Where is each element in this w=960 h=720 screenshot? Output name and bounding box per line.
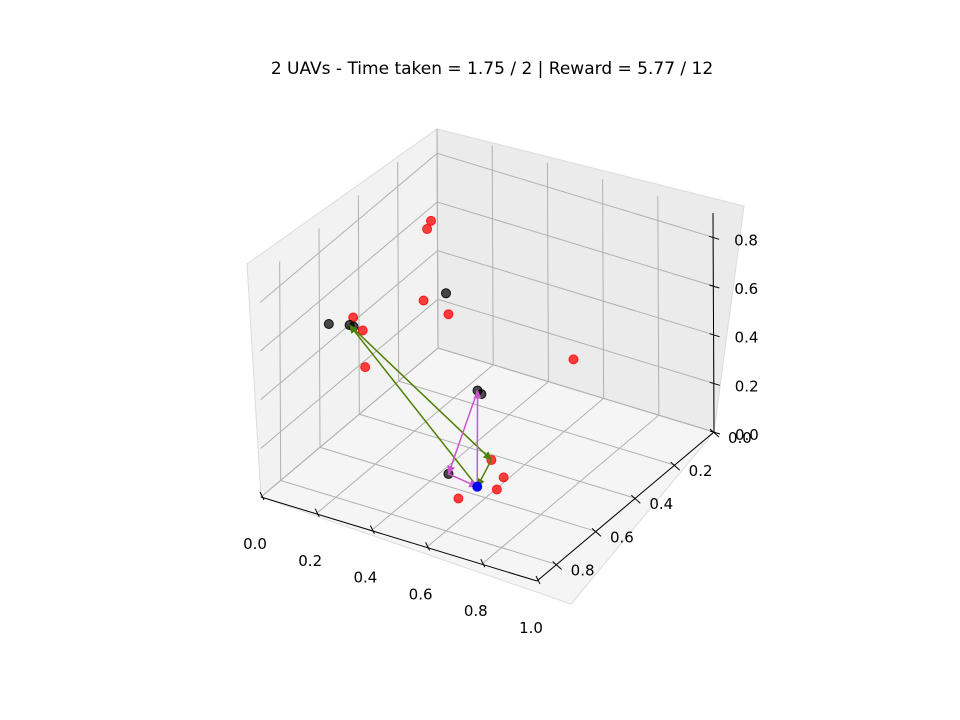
z-tick-label: 0.2 <box>735 377 759 395</box>
uav1-route-segment <box>349 324 493 461</box>
uav1-route-segment <box>476 459 493 488</box>
y-tick-label: 0.4 <box>649 495 673 513</box>
z-tick-mark <box>709 333 720 338</box>
z-grid-line <box>259 152 714 303</box>
target-point <box>498 472 509 483</box>
z-tick-mark <box>709 430 721 435</box>
z-grid-line <box>260 250 714 401</box>
y-tick-label: 0.0 <box>728 429 752 447</box>
x-tick-label: 0.4 <box>353 569 377 587</box>
chart-title: 2 UAVs - Time taken = 1.75 / 2 | Reward … <box>271 59 713 79</box>
target-point <box>426 215 437 226</box>
x-tick-label: 1.0 <box>519 619 543 637</box>
x-tick-mark <box>314 508 320 518</box>
x-tick-label: 0.6 <box>409 585 433 603</box>
x-tick-label: 0.2 <box>298 552 322 570</box>
target-point <box>357 325 368 336</box>
z-grid-line <box>260 201 714 352</box>
z-tick-label: 0.8 <box>734 231 758 249</box>
target-point <box>568 354 579 365</box>
y-tick-mark <box>552 561 562 570</box>
z-tick-mark <box>709 381 720 386</box>
z-tick-mark <box>709 284 720 289</box>
target-point <box>360 362 371 373</box>
x-tick-mark <box>259 491 265 501</box>
target-point <box>453 493 464 504</box>
x-tick-mark <box>425 542 431 551</box>
x-tick-mark <box>535 575 541 585</box>
y-tick-mark <box>709 428 720 438</box>
visited-point <box>440 288 451 299</box>
x-tick-mark <box>480 558 486 568</box>
z-grid-line <box>260 347 715 498</box>
y-tick-label: 0.2 <box>689 462 713 480</box>
z-tick-label: 0.4 <box>735 329 759 347</box>
x-axis-line <box>260 496 538 582</box>
visited-point <box>323 318 334 329</box>
data-layer <box>323 215 579 504</box>
y-axis-line <box>536 431 715 582</box>
x-tick-label: 0.0 <box>243 535 267 553</box>
uav2-route-segment <box>448 473 479 488</box>
uav1-route-segment <box>348 324 478 488</box>
target-point <box>422 224 433 235</box>
y-tick-mark <box>631 494 641 504</box>
uav2-route-segment <box>447 390 479 475</box>
z-tick-mark <box>708 235 720 240</box>
y-tick-mark <box>591 527 602 537</box>
axes: 0.0 0.2 0.4 0.6 0.8 1.0 0.0 0.2 0.4 0.6 0.8 0.0 0.2 0… <box>243 212 759 637</box>
base-point <box>472 481 483 492</box>
z-tick-label: 0.6 <box>734 280 758 298</box>
y-tick-mark <box>670 461 680 471</box>
target-point <box>418 295 429 306</box>
x-tick-label: 0.8 <box>464 602 488 620</box>
target-point <box>491 484 502 495</box>
y-tick-label: 0.6 <box>610 528 634 546</box>
y-tick-label: 0.8 <box>571 561 595 579</box>
x-tick-mark <box>369 525 375 534</box>
z-grid-line <box>260 298 714 449</box>
target-point <box>443 309 454 320</box>
z-tick-label: 0.0 <box>735 426 759 444</box>
z-axis-line <box>712 212 715 433</box>
